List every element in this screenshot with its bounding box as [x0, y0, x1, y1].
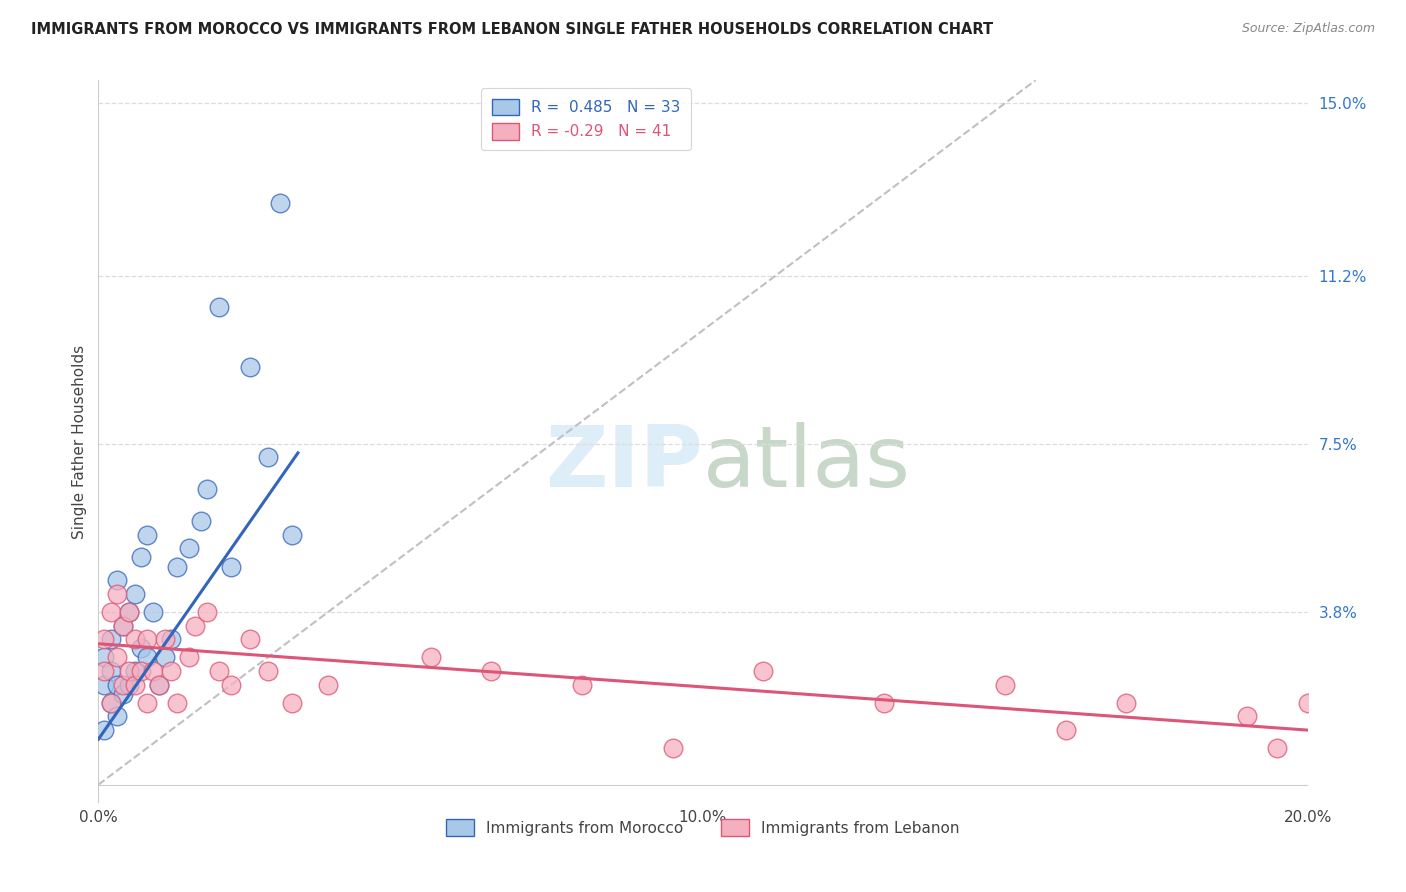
Point	[124, 664, 146, 678]
Text: IMMIGRANTS FROM MOROCCO VS IMMIGRANTS FROM LEBANON SINGLE FATHER HOUSEHOLDS CORR: IMMIGRANTS FROM MOROCCO VS IMMIGRANTS FR…	[31, 22, 993, 37]
Point	[142, 664, 165, 678]
Point	[1115, 696, 1137, 710]
Point	[100, 696, 122, 710]
Point	[118, 664, 141, 678]
Point	[256, 664, 278, 678]
Point	[93, 632, 115, 647]
Point	[1296, 696, 1319, 710]
Point	[100, 696, 122, 710]
Text: ZIP: ZIP	[546, 422, 703, 505]
Point	[93, 664, 115, 678]
Point	[124, 678, 146, 692]
Point	[208, 664, 231, 678]
Text: Source: ZipAtlas.com: Source: ZipAtlas.com	[1241, 22, 1375, 36]
Point	[190, 514, 212, 528]
Point	[100, 605, 122, 619]
Point	[129, 550, 152, 565]
Point	[135, 527, 157, 541]
Point	[111, 618, 134, 632]
Point	[179, 650, 201, 665]
Point	[166, 696, 188, 710]
Point	[111, 687, 134, 701]
Point	[142, 605, 165, 619]
Point	[153, 632, 176, 647]
Point	[184, 618, 207, 632]
Point	[269, 196, 291, 211]
Point	[994, 678, 1017, 692]
Point	[195, 605, 218, 619]
Point	[124, 632, 146, 647]
Point	[129, 664, 152, 678]
Point	[571, 678, 593, 692]
Text: atlas: atlas	[703, 422, 911, 505]
Point	[166, 559, 188, 574]
Point	[111, 678, 134, 692]
Point	[105, 650, 128, 665]
Point	[160, 664, 183, 678]
Point	[105, 573, 128, 587]
Point	[93, 650, 115, 665]
Point	[153, 650, 176, 665]
Point	[135, 632, 157, 647]
Point	[105, 587, 128, 601]
Point	[100, 632, 122, 647]
Point	[105, 709, 128, 723]
Point	[239, 359, 262, 374]
Point	[1236, 709, 1258, 723]
Point	[256, 450, 278, 465]
Point	[135, 650, 157, 665]
Point	[129, 641, 152, 656]
Point	[239, 632, 262, 647]
Point	[118, 605, 141, 619]
Point	[661, 741, 683, 756]
Point	[481, 664, 503, 678]
Point	[160, 632, 183, 647]
Point	[148, 678, 170, 692]
Point	[93, 723, 115, 737]
Y-axis label: Single Father Households: Single Father Households	[72, 344, 87, 539]
Point	[148, 678, 170, 692]
Point	[105, 678, 128, 692]
Point	[111, 618, 134, 632]
Point	[316, 678, 339, 692]
Point	[420, 650, 443, 665]
Point	[873, 696, 896, 710]
Point	[221, 678, 243, 692]
Point	[281, 527, 304, 541]
Point	[100, 664, 122, 678]
Point	[135, 696, 157, 710]
Point	[195, 482, 218, 496]
Legend: Immigrants from Morocco, Immigrants from Lebanon: Immigrants from Morocco, Immigrants from…	[440, 814, 966, 842]
Point	[752, 664, 775, 678]
Point	[1054, 723, 1077, 737]
Point	[118, 678, 141, 692]
Point	[1267, 741, 1289, 756]
Point	[124, 587, 146, 601]
Point	[208, 301, 231, 315]
Point	[179, 541, 201, 556]
Point	[93, 678, 115, 692]
Point	[281, 696, 304, 710]
Point	[221, 559, 243, 574]
Point	[118, 605, 141, 619]
